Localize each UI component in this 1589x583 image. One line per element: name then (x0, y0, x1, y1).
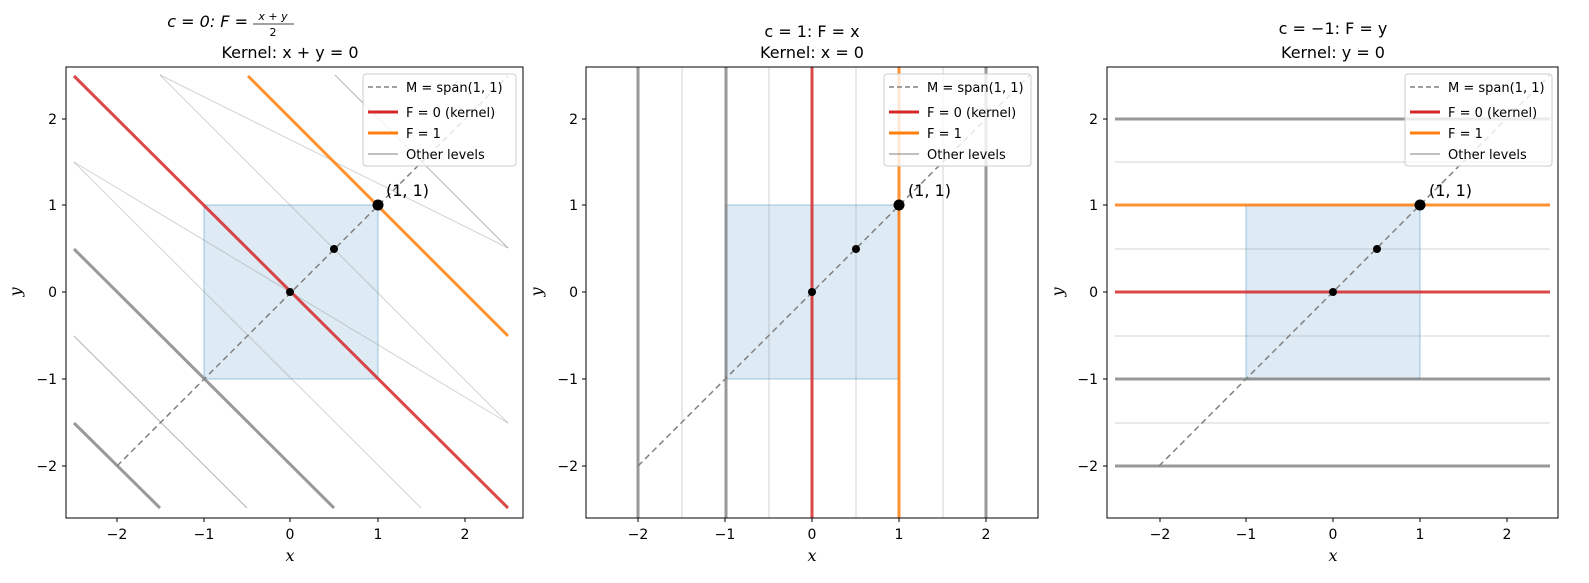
legend-item-level-one: F = 1 (927, 127, 962, 142)
point-origin (286, 288, 294, 296)
point-one-one (1414, 199, 1426, 211)
y-axis: 2 1 0 −1 −2 y (6, 112, 66, 475)
legend-item-other-levels: Other levels (927, 148, 1006, 163)
panel-c-minus1: c = −1: F = y Kernel: y = 0 (1, 1) (1048, 19, 1559, 565)
svg-text:−1: −1 (557, 372, 578, 388)
point-half (852, 245, 860, 253)
svg-text:0: 0 (1329, 527, 1338, 543)
svg-text:1: 1 (374, 527, 383, 543)
svg-text:−1: −1 (1236, 527, 1257, 543)
point-annotation: (1, 1) (1429, 181, 1472, 200)
svg-text:2: 2 (1503, 527, 1512, 543)
panel-title-line1: c = −1: F = y (1279, 19, 1388, 38)
legend-item-kernel: F = 0 (kernel) (406, 106, 495, 121)
point-origin (1329, 288, 1337, 296)
x-axis-label: x (285, 546, 294, 565)
svg-text:1: 1 (1416, 527, 1425, 543)
svg-text:−1: −1 (194, 527, 215, 543)
x-axis: −2 −1 0 1 2 x (628, 518, 991, 565)
legend-item-kernel: F = 0 (kernel) (927, 106, 1016, 121)
svg-text:−2: −2 (36, 459, 57, 475)
panel-title-line2: Kernel: x + y = 0 (221, 43, 358, 62)
thin-level-lines (681, 67, 944, 518)
svg-text:−2: −2 (1077, 459, 1098, 475)
svg-text:−2: −2 (1150, 527, 1171, 543)
x-axis-label: x (807, 546, 816, 565)
y-axis-label: y (527, 287, 546, 298)
svg-text:0: 0 (48, 285, 57, 301)
point-annotation: (1, 1) (386, 181, 429, 200)
panel-title-line2: Kernel: x = 0 (760, 43, 864, 62)
point-one-one (893, 199, 905, 211)
legend-item-span: M = span(1, 1) (927, 81, 1024, 96)
y-axis-label: y (1048, 287, 1067, 298)
point-origin (808, 288, 816, 296)
svg-text:0: 0 (286, 527, 295, 543)
svg-text:2: 2 (982, 527, 991, 543)
panel-title-line1: c = 0: F = (167, 12, 248, 31)
y-axis-label: y (6, 287, 25, 298)
legend-item-other-levels: Other levels (406, 148, 485, 163)
legend-item-span: M = span(1, 1) (406, 81, 503, 96)
y-axis: 2 1 0 −1 −2 y (527, 112, 586, 475)
svg-text:−2: −2 (628, 527, 649, 543)
legend-item-kernel: F = 0 (kernel) (1448, 106, 1537, 121)
svg-text:0: 0 (569, 285, 578, 301)
svg-text:2: 2 (270, 26, 277, 39)
legend-item-span: M = span(1, 1) (1448, 81, 1545, 96)
title-fraction: x + y 2 (253, 10, 294, 39)
svg-text:2: 2 (48, 112, 57, 128)
panel-title-line1: c = 1: F = x (764, 22, 859, 41)
point-half (1373, 245, 1381, 253)
svg-text:x + y: x + y (257, 10, 288, 23)
panel-c0: c = 0: F = x + y 2 Kernel: x + y = 0 (6, 10, 524, 565)
x-axis: −2 −1 0 1 2 x (107, 518, 470, 565)
svg-text:−2: −2 (107, 527, 128, 543)
point-one-one (372, 199, 384, 211)
svg-text:2: 2 (461, 527, 470, 543)
x-axis: −2 −1 0 1 2 x (1150, 518, 1512, 565)
y-axis: 2 1 0 −1 −2 y (1048, 112, 1107, 475)
panel-title-line2: Kernel: y = 0 (1281, 43, 1385, 62)
legend-item-other-levels: Other levels (1448, 148, 1527, 163)
svg-text:−1: −1 (1077, 372, 1098, 388)
svg-text:2: 2 (1089, 112, 1098, 128)
svg-text:−1: −1 (36, 372, 57, 388)
x-axis-label: x (1328, 546, 1337, 565)
legend-item-level-one: F = 1 (1448, 127, 1483, 142)
svg-text:1: 1 (1089, 198, 1098, 214)
svg-text:0: 0 (808, 527, 817, 543)
svg-text:1: 1 (895, 527, 904, 543)
svg-text:0: 0 (1089, 285, 1098, 301)
svg-text:−2: −2 (557, 459, 578, 475)
svg-text:−1: −1 (715, 527, 736, 543)
point-half (330, 245, 338, 253)
legend: M = span(1, 1) F = 0 (kernel) F = 1 Othe… (1404, 73, 1553, 167)
legend: M = span(1, 1) F = 0 (kernel) F = 1 Othe… (883, 73, 1032, 167)
panel-c1: c = 1: F = x Kernel: x = 0 (1, 1) (527, 22, 1039, 565)
svg-text:1: 1 (569, 198, 578, 214)
plot-area (636, 67, 1031, 518)
svg-text:2: 2 (569, 112, 578, 128)
legend: M = span(1, 1) F = 0 (kernel) F = 1 Othe… (362, 73, 517, 167)
svg-text:1: 1 (48, 198, 57, 214)
legend-item-level-one: F = 1 (406, 127, 441, 142)
point-annotation: (1, 1) (908, 181, 951, 200)
